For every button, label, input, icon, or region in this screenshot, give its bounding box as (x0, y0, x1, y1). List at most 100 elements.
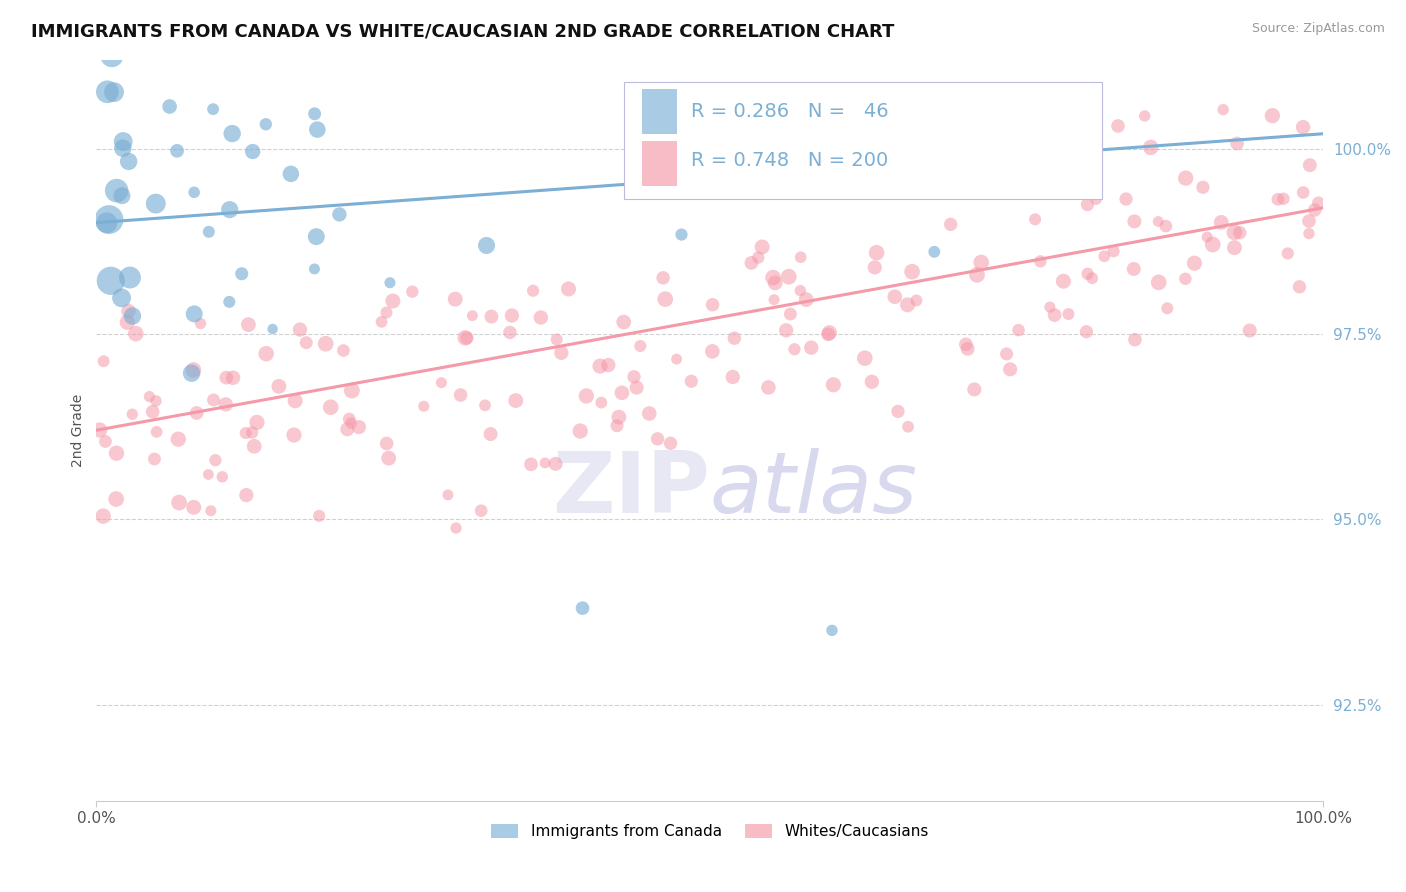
Point (939, 218, 962, 232)
Point (1192, 180, 1215, 194)
Point (897, 419, 920, 434)
Bar (643, 89, 676, 134)
Point (284, 393, 307, 408)
Point (481, 310, 503, 324)
Point (1277, 246, 1299, 260)
Point (1147, 214, 1170, 228)
Point (654, 292, 676, 306)
Point (238, 318, 260, 332)
Point (721, 370, 744, 384)
Point (1303, 202, 1326, 217)
Point (671, 227, 693, 242)
Point (381, 293, 404, 308)
Point (775, 323, 797, 337)
Point (262, 322, 284, 336)
Point (956, 342, 979, 356)
Point (183, 307, 205, 321)
Point (145, 393, 167, 408)
Point (883, 145, 905, 160)
Point (747, 251, 769, 265)
Point (167, 432, 190, 446)
Point (723, 331, 745, 345)
Point (167, 495, 190, 509)
Point (598, 358, 620, 372)
Point (1123, 214, 1146, 228)
Point (1292, 120, 1315, 135)
Point (818, 326, 841, 340)
Point (375, 305, 398, 319)
Point (190, 317, 212, 331)
Point (681, 374, 703, 388)
Point (105, 184, 128, 198)
Point (231, 267, 253, 281)
Point (1077, 267, 1099, 281)
Point (412, 399, 434, 413)
Point (589, 359, 612, 373)
Point (222, 370, 245, 384)
Point (789, 284, 811, 298)
Point (758, 380, 780, 394)
Point (591, 395, 613, 409)
Point (1066, 168, 1088, 182)
Point (530, 310, 553, 325)
Text: Source: ZipAtlas.com: Source: ZipAtlas.com (1251, 22, 1385, 36)
Point (305, 229, 328, 244)
Point (308, 508, 330, 523)
Point (1288, 280, 1310, 294)
Point (740, 256, 762, 270)
Point (437, 488, 460, 502)
Point (762, 270, 785, 285)
Point (544, 457, 567, 471)
Point (751, 240, 773, 254)
Text: ZIP: ZIP (553, 448, 710, 531)
Point (995, 347, 1018, 361)
Point (288, 322, 311, 336)
Point (1092, 249, 1115, 263)
Point (461, 309, 484, 323)
Point (1292, 186, 1315, 200)
Point (853, 351, 876, 366)
Point (569, 424, 592, 438)
Point (430, 376, 453, 390)
Point (647, 432, 669, 446)
Point (319, 401, 342, 415)
Point (198, 225, 221, 239)
Point (117, 304, 139, 318)
Point (1174, 171, 1197, 186)
Point (665, 352, 688, 367)
Point (377, 451, 399, 466)
Point (145, 196, 167, 211)
Point (103, 85, 125, 99)
Point (638, 407, 661, 421)
Point (218, 294, 240, 309)
Point (1223, 241, 1246, 255)
Point (501, 309, 523, 323)
Point (204, 453, 226, 467)
Point (166, 144, 188, 158)
Point (243, 439, 266, 453)
Point (1139, 140, 1161, 154)
Point (105, 491, 128, 506)
Point (1007, 323, 1029, 337)
Point (470, 504, 492, 518)
Point (863, 260, 886, 275)
Point (337, 412, 360, 426)
Point (202, 102, 225, 116)
Point (183, 363, 205, 377)
Point (1184, 256, 1206, 270)
Point (1202, 237, 1225, 252)
Point (763, 276, 786, 290)
Point (112, 135, 135, 149)
Point (1272, 192, 1295, 206)
Point (1308, 195, 1330, 210)
Point (1081, 271, 1104, 285)
Point (1085, 192, 1108, 206)
Point (304, 262, 326, 277)
Point (675, 179, 697, 194)
Point (905, 293, 928, 308)
Point (957, 164, 980, 178)
Point (246, 416, 269, 430)
Bar (643, 141, 676, 186)
Point (475, 238, 498, 252)
Point (821, 624, 844, 638)
